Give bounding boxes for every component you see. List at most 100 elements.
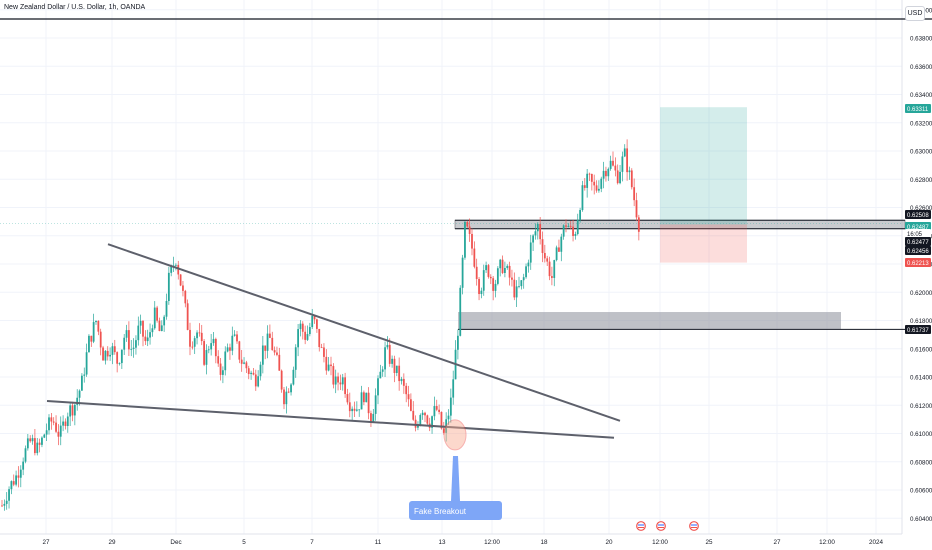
candle (219, 363, 222, 375)
candle (565, 225, 567, 227)
candle (572, 226, 574, 236)
candle (278, 354, 281, 371)
candle (224, 351, 227, 371)
candle (12, 481, 15, 485)
candle (518, 286, 520, 287)
economic-event-icon (689, 521, 699, 531)
candle (290, 384, 292, 393)
candle (602, 170, 605, 179)
candle (1, 505, 3, 507)
candle (487, 265, 490, 277)
candle (337, 376, 339, 383)
candle (595, 185, 598, 191)
candle (90, 335, 93, 342)
grid (0, 0, 903, 535)
candle (102, 347, 104, 361)
candle (355, 409, 358, 411)
candle (186, 303, 189, 330)
candle (327, 364, 330, 371)
time-tick: 5 (242, 539, 246, 546)
candle (189, 329, 191, 347)
take-profit-area (660, 107, 747, 225)
candle (287, 391, 290, 393)
candle (525, 266, 527, 278)
price-tag (905, 222, 931, 231)
candle (447, 415, 450, 420)
candle (3, 503, 6, 506)
candle (153, 307, 156, 329)
candle (196, 332, 198, 339)
candle (135, 340, 137, 348)
price-tag-label: 0.62456 (907, 249, 929, 255)
candle (177, 264, 180, 275)
candle (478, 278, 480, 295)
candle (320, 347, 323, 348)
candle (191, 346, 194, 348)
candle (558, 247, 560, 252)
candle (245, 362, 248, 369)
candle (457, 335, 459, 350)
candle (546, 258, 549, 262)
candle (555, 247, 558, 261)
candle (22, 461, 25, 470)
candle (269, 333, 271, 338)
candle (193, 338, 196, 347)
price-tick: 0.61200 (910, 403, 932, 410)
trendlines (0, 18, 932, 439)
candle (410, 399, 412, 411)
price-tag (905, 246, 931, 255)
price-tag-label: 16:05 (907, 232, 923, 238)
candle (370, 413, 372, 423)
economic-event-icon (636, 521, 646, 531)
time-tick: 27 (773, 539, 781, 546)
candle (621, 156, 624, 172)
candle (29, 438, 32, 442)
candle (156, 307, 158, 321)
candle (614, 165, 617, 171)
price-tick: 0.63600 (910, 64, 932, 71)
candle (574, 234, 577, 236)
candle (205, 350, 208, 365)
candle (137, 325, 140, 341)
candle (499, 259, 502, 269)
candle (130, 348, 133, 350)
time-tick: 18 (540, 539, 548, 546)
candle (593, 181, 596, 186)
lower-trendline (46, 400, 615, 439)
price-tag-label: 0.62508 (907, 213, 929, 219)
candle (57, 431, 60, 437)
candle (381, 369, 384, 372)
candle (50, 417, 53, 422)
candle (330, 364, 332, 367)
candle (254, 374, 257, 387)
candle (76, 397, 79, 405)
candle (149, 332, 151, 338)
time-tick: 12:00 (484, 539, 500, 546)
price-tick: 0.61600 (910, 346, 932, 353)
candle (449, 397, 452, 416)
candle (372, 413, 375, 423)
candle (391, 358, 393, 364)
candle (442, 428, 445, 433)
candle (393, 358, 396, 373)
candle (271, 337, 274, 351)
candle (125, 330, 128, 338)
price-tick: 0.60800 (910, 459, 932, 466)
time-tick: 27 (42, 539, 50, 546)
candle (358, 409, 361, 411)
time-tick: 11 (375, 539, 382, 546)
candle (388, 344, 391, 364)
candle (214, 338, 217, 357)
candle (567, 225, 570, 227)
candle (438, 409, 440, 412)
currency-button[interactable]: USD (905, 6, 925, 21)
price-tick: 0.61000 (910, 431, 932, 438)
candle (109, 354, 111, 357)
price-tag (905, 104, 931, 113)
candle (69, 405, 72, 417)
time-tick: 12:00 (652, 539, 668, 546)
candle (433, 406, 436, 417)
candle (207, 349, 210, 351)
candle (419, 415, 422, 425)
